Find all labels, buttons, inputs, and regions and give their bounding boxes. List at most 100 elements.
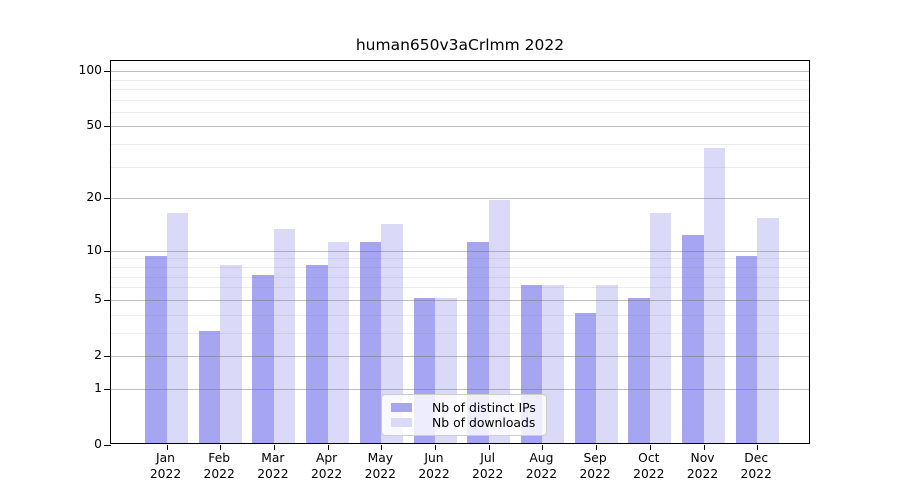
x-tick-label-sep: Sep 2022 <box>564 451 626 482</box>
year-label: 2022 <box>418 466 450 481</box>
y-tick-label-10: 10 <box>86 242 102 257</box>
x-tick-label-aug: Aug 2022 <box>510 451 572 482</box>
legend: Nb of distinct IPs Nb of downloads <box>381 394 547 436</box>
gridline-major-20 <box>111 198 809 200</box>
x-tick-label-jul: Jul 2022 <box>457 451 519 482</box>
month-label: Aug <box>529 451 554 465</box>
bar-oct-downloads <box>649 213 672 443</box>
x-tick-mark-feb <box>220 445 222 450</box>
x-tick-mark-dec <box>757 445 759 450</box>
bar-jan-distinct-ips <box>145 256 167 443</box>
month-label: Apr <box>315 451 338 465</box>
year-label: 2022 <box>686 466 719 481</box>
bar-jul-downloads <box>488 200 511 443</box>
y-tick-label-5: 5 <box>94 291 102 306</box>
gridline-major-2 <box>111 356 809 357</box>
month-label: Jan <box>156 451 175 465</box>
year-label: 2022 <box>472 466 504 481</box>
x-tick-mark-may <box>381 445 383 450</box>
bar-sep-distinct-ips <box>574 312 597 443</box>
gridline-major-1 <box>111 388 809 390</box>
year-label: 2022 <box>310 466 343 481</box>
legend-swatch-downloads <box>391 418 412 427</box>
bar-feb-downloads <box>220 264 242 443</box>
year-label: 2022 <box>633 466 665 481</box>
x-tick-mark-jun <box>435 445 436 450</box>
gridline-minor-60 <box>111 111 809 113</box>
gridline-minor-80 <box>111 88 809 90</box>
x-tick-mark-nov <box>703 445 705 450</box>
month-label: Jun <box>424 451 444 465</box>
x-tick-mark-sep <box>596 445 598 450</box>
month-label: Jul <box>480 451 496 465</box>
bar-sep-downloads <box>596 285 618 443</box>
y-tick-mark-0 <box>104 445 111 446</box>
x-tick-label-mar: Mar 2022 <box>242 451 304 482</box>
legend-item-downloads: Nb of downloads <box>391 415 537 430</box>
x-tick-label-dec: Dec 2022 <box>725 451 787 482</box>
year-label: 2022 <box>257 466 289 481</box>
month-label: May <box>367 451 394 465</box>
y-tick-label-1: 1 <box>94 380 102 395</box>
gridline-major-10 <box>111 250 809 252</box>
x-tick-mark-mar <box>273 445 275 450</box>
year-label: 2022 <box>149 466 182 481</box>
x-tick-mark-oct <box>649 445 651 450</box>
bar-mar-distinct-ips <box>252 274 274 443</box>
x-tick-label-apr: Apr 2022 <box>296 451 358 482</box>
year-label: 2022 <box>203 466 235 481</box>
y-tick-mark-100 <box>104 71 111 72</box>
gridline-minor-9 <box>111 258 809 260</box>
y-tick-label-50: 50 <box>86 118 102 133</box>
y-tick-mark-10 <box>104 250 111 252</box>
year-label: 2022 <box>364 466 396 481</box>
gridline-minor-30 <box>111 166 809 168</box>
y-tick-label-2: 2 <box>94 348 102 362</box>
gridline-minor-6 <box>111 287 809 289</box>
gridline-minor-3 <box>111 332 809 334</box>
x-tick-label-oct: Oct 2022 <box>618 451 680 482</box>
bar-nov-downloads <box>703 148 725 443</box>
legend-item-distinct-ips: Nb of distinct IPs <box>391 400 537 415</box>
bar-aug-downloads <box>542 285 564 443</box>
y-tick-label-0: 0 <box>94 437 102 451</box>
gridline-major-5 <box>111 299 809 301</box>
month-label: Mar <box>261 451 285 465</box>
x-tick-label-jan: Jan 2022 <box>135 451 197 482</box>
x-tick-label-may: May 2022 <box>349 451 411 482</box>
year-label: 2022 <box>740 466 772 481</box>
bar-mar-downloads <box>273 229 296 443</box>
gridline-major-100 <box>111 71 809 72</box>
bar-jul-distinct-ips <box>467 241 489 443</box>
bar-may-downloads <box>381 223 403 443</box>
year-label: 2022 <box>525 466 558 481</box>
month-label: Nov <box>690 451 715 465</box>
chart-title: human650v3aCrlmm 2022 <box>355 36 565 54</box>
x-tick-label-feb: Feb 2022 <box>188 451 250 482</box>
x-tick-mark-apr <box>327 445 329 450</box>
bar-apr-distinct-ips <box>306 264 328 443</box>
legend-label: Nb of distinct IPs <box>432 400 536 415</box>
gridline-minor-90 <box>111 79 809 81</box>
y-tick-label-100: 100 <box>78 63 102 77</box>
month-label: Oct <box>638 451 660 465</box>
gridline-major-50 <box>111 126 809 128</box>
y-tick-label-20: 20 <box>86 190 102 205</box>
month-label: Dec <box>744 451 769 465</box>
legend-swatch-distinct-ips <box>391 403 412 412</box>
bar-nov-distinct-ips <box>682 235 704 443</box>
bar-dec-distinct-ips <box>735 256 758 443</box>
plot-area: Nb of distinct IPs Nb of downloads <box>104 60 810 450</box>
bar-dec-downloads <box>757 218 779 443</box>
month-label: Sep <box>583 451 607 465</box>
bar-oct-distinct-ips <box>628 297 650 443</box>
month-label: Feb <box>208 451 231 465</box>
gridline-minor-7 <box>111 276 809 278</box>
x-tick-mark-jul <box>488 445 490 450</box>
year-label: 2022 <box>579 466 611 481</box>
y-tick-mark-5 <box>104 299 111 301</box>
x-tick-mark-aug <box>542 445 544 450</box>
y-tick-mark-50 <box>104 126 111 128</box>
y-tick-mark-2 <box>104 356 111 357</box>
